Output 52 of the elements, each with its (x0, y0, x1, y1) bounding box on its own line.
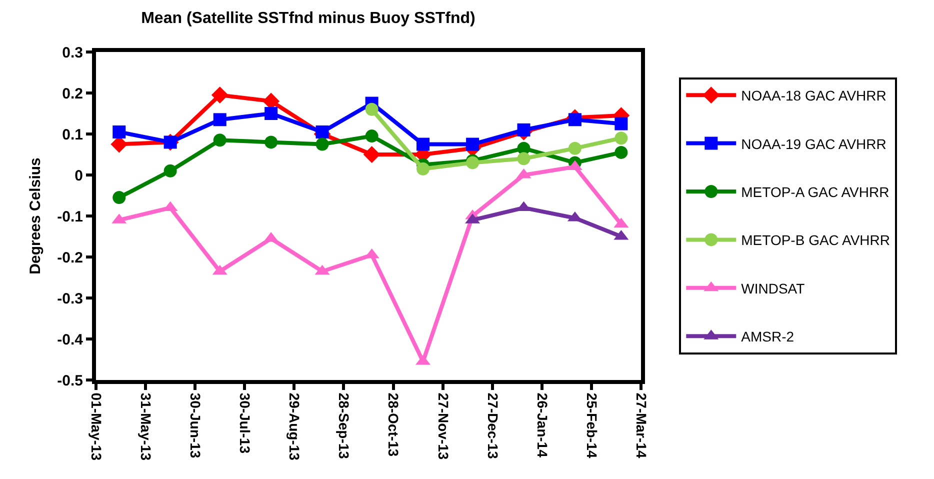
point (614, 117, 628, 130)
x-tick-label: 28-Oct-13 (386, 392, 402, 457)
point (213, 113, 226, 126)
point (211, 86, 228, 104)
point (164, 164, 177, 178)
y-tick-label: 0.3 (62, 44, 83, 62)
point (264, 136, 278, 149)
y-tick-label: 0.2 (62, 85, 83, 102)
point (517, 152, 530, 166)
x-tick-label: 27-Dec-13 (484, 392, 501, 460)
x-tick-label: 29-Aug-13 (286, 392, 303, 461)
x-tick-label: 01-May-13 (88, 392, 104, 461)
chart-title: Mean (Satellite SSTfnd minus Buoy SSTfnd) (141, 10, 476, 28)
y-tick-label: 0 (74, 167, 83, 184)
point (416, 162, 430, 176)
point (517, 123, 530, 136)
x-tick-label: 28-Sep-13 (336, 392, 352, 460)
x-tick-label: 25-Feb-14 (584, 392, 600, 458)
point (365, 102, 378, 116)
x-tick-label: 30-Jun-13 (188, 392, 204, 458)
point (466, 138, 480, 151)
point (213, 134, 226, 147)
y-tick-label: 0.1 (62, 126, 83, 144)
y-axis-title: Degrees Celsius (26, 158, 44, 274)
legend-label: NOAA-18 GAC AVHRR (741, 88, 886, 104)
legend-label: AMSR-2 (741, 328, 794, 345)
y-tick-label: -0.2 (57, 249, 83, 266)
y-tick-label: -0.3 (57, 290, 83, 308)
point (568, 113, 582, 126)
x-tick-label: 30-Jul-13 (237, 392, 254, 454)
x-tick-label: 27-Mar-14 (633, 392, 650, 458)
point (316, 138, 329, 151)
y-tick-label: -0.5 (57, 372, 83, 390)
point (614, 132, 628, 145)
point (112, 125, 126, 138)
point (363, 146, 380, 163)
y-tick-label: -0.1 (57, 208, 83, 226)
legend-label: WINDSAT (741, 280, 806, 296)
x-tick-label: 31-May-13 (138, 392, 154, 461)
point (365, 130, 378, 143)
point (264, 107, 278, 120)
legend-label: METOP-A GAC AVHRR (741, 184, 890, 200)
point (416, 138, 430, 151)
legend-label: NOAA-19 GAC AVHRR (741, 136, 886, 152)
x-tick-label: 26-Jan-14 (534, 392, 550, 458)
point (568, 142, 582, 155)
y-tick-label: -0.4 (57, 331, 84, 348)
point (316, 125, 329, 138)
legend-label: METOP-B GAC AVHRR (741, 232, 890, 248)
point (614, 146, 628, 159)
x-tick-label: 27-Nov-13 (435, 392, 452, 460)
point (112, 191, 126, 204)
